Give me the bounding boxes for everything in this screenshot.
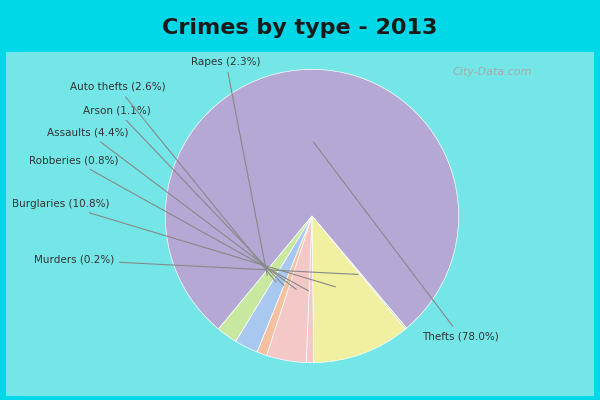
Text: Robberies (0.8%): Robberies (0.8%)	[29, 155, 308, 291]
Text: Rapes (2.3%): Rapes (2.3%)	[191, 57, 267, 275]
Wedge shape	[312, 216, 407, 329]
Text: Murders (0.2%): Murders (0.2%)	[34, 255, 358, 274]
Wedge shape	[306, 216, 314, 363]
Text: Crimes by type - 2013: Crimes by type - 2013	[163, 18, 437, 38]
Wedge shape	[166, 69, 458, 329]
Text: Burglaries (10.8%): Burglaries (10.8%)	[12, 199, 335, 287]
Wedge shape	[257, 216, 312, 356]
Text: Auto thefts (2.6%): Auto thefts (2.6%)	[70, 82, 276, 282]
Text: Thefts (78.0%): Thefts (78.0%)	[313, 142, 499, 341]
Text: City-Data.com: City-Data.com	[452, 67, 532, 77]
Wedge shape	[236, 216, 312, 352]
Text: Assaults (4.4%): Assaults (4.4%)	[47, 127, 296, 290]
Wedge shape	[266, 216, 312, 362]
Text: Arson (1.1%): Arson (1.1%)	[83, 105, 284, 286]
Wedge shape	[218, 216, 312, 341]
Wedge shape	[312, 216, 405, 363]
